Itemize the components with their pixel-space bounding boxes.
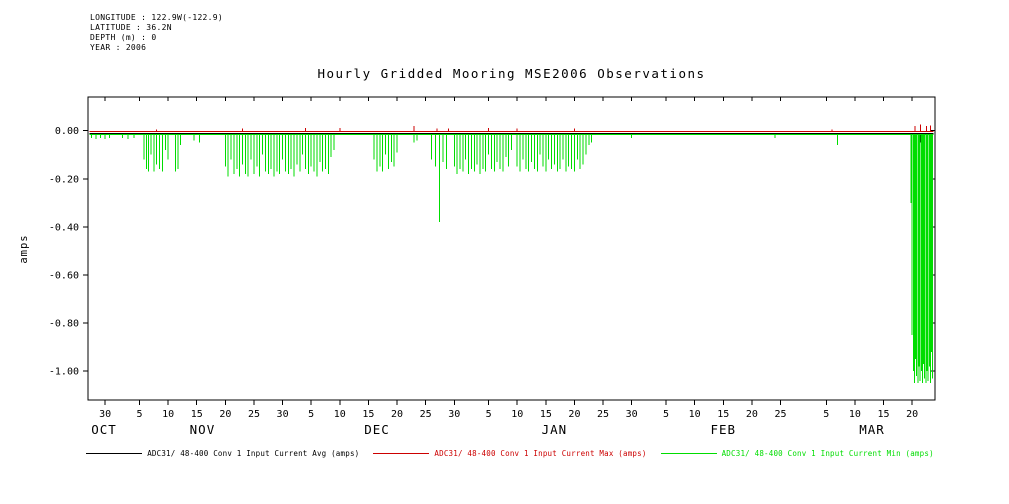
metadata-line: LATITUDE : 36.2N bbox=[90, 23, 172, 32]
x-tick-label: 25 bbox=[420, 409, 432, 420]
month-label: MAR bbox=[859, 422, 885, 437]
x-tick-label: 15 bbox=[362, 409, 374, 420]
chart-title: Hourly Gridded Mooring MSE2006 Observati… bbox=[317, 66, 706, 81]
legend-label: ADC31/ 48-400 Conv 1 Input Current Avg (… bbox=[147, 449, 360, 458]
x-tick-label: 20 bbox=[568, 409, 580, 420]
legend-label: ADC31/ 48-400 Conv 1 Input Current Min (… bbox=[721, 449, 934, 458]
x-tick-label: 10 bbox=[849, 409, 861, 420]
x-tick-label: 25 bbox=[248, 409, 260, 420]
x-tick-label: 5 bbox=[663, 409, 669, 420]
legend-line-sample bbox=[373, 453, 430, 454]
legend-item-max: ADC31/ 48-400 Conv 1 Input Current Max (… bbox=[373, 449, 646, 458]
metadata-line: YEAR : 2006 bbox=[90, 43, 147, 52]
month-label: JAN bbox=[542, 422, 568, 437]
legend-line-sample bbox=[660, 453, 717, 454]
x-tick-label: 20 bbox=[746, 409, 758, 420]
metadata-line: DEPTH (m) : 0 bbox=[90, 33, 157, 42]
x-tick-label: 5 bbox=[308, 409, 314, 420]
metadata-block: LONGITUDE : 122.9W(-122.9) LATITUDE : 36.… bbox=[90, 13, 223, 53]
y-tick-label: -0.40 bbox=[49, 222, 79, 233]
x-tick-label: 5 bbox=[136, 409, 142, 420]
y-tick-label: -0.60 bbox=[49, 270, 79, 281]
x-tick-label: 20 bbox=[906, 409, 918, 420]
x-tick-label: 30 bbox=[277, 409, 289, 420]
legend-line-sample bbox=[86, 453, 143, 454]
x-tick-label: 5 bbox=[823, 409, 829, 420]
month-label: OCT bbox=[91, 422, 117, 437]
x-tick-label: 10 bbox=[334, 409, 346, 420]
x-tick-label: 10 bbox=[162, 409, 174, 420]
x-tick-label: 5 bbox=[486, 409, 492, 420]
x-tick-label: 20 bbox=[391, 409, 403, 420]
x-tick-label: 15 bbox=[717, 409, 729, 420]
x-tick-label: 15 bbox=[191, 409, 203, 420]
legend-label: ADC31/ 48-400 Conv 1 Input Current Max (… bbox=[434, 449, 647, 458]
axes-frame bbox=[83, 96, 936, 405]
series-max bbox=[89, 124, 934, 133]
series-min bbox=[89, 134, 934, 384]
y-tick-label: 0.00 bbox=[55, 126, 79, 137]
legend-item-avg: ADC31/ 48-400 Conv 1 Input Current Avg (… bbox=[86, 449, 359, 458]
y-tick-label: -0.20 bbox=[49, 174, 79, 185]
x-tick-label: 25 bbox=[774, 409, 786, 420]
month-label: DEC bbox=[364, 422, 390, 437]
x-tick-label: 30 bbox=[99, 409, 111, 420]
x-tick-label: 20 bbox=[219, 409, 231, 420]
y-tick-label: -0.80 bbox=[49, 319, 79, 330]
y-tick-label: -1.00 bbox=[49, 367, 79, 378]
legend-item-min: ADC31/ 48-400 Conv 1 Input Current Min (… bbox=[660, 449, 934, 458]
month-label: NOV bbox=[190, 422, 216, 437]
axis-labels: 0.00 -0.20 -0.40 -0.60 -0.80 -1.00 30 5 10 15 20 25… bbox=[49, 126, 918, 437]
x-tick-label: 15 bbox=[877, 409, 889, 420]
metadata-line: LONGITUDE : 122.9W(-122.9) bbox=[90, 13, 224, 22]
x-tick-label: 10 bbox=[689, 409, 701, 420]
x-tick-label: 10 bbox=[511, 409, 523, 420]
x-tick-label: 25 bbox=[597, 409, 609, 420]
x-tick-label: 15 bbox=[540, 409, 552, 420]
x-tick-label: 30 bbox=[626, 409, 638, 420]
x-tick-label: 30 bbox=[448, 409, 460, 420]
month-label: FEB bbox=[710, 422, 736, 437]
legend: ADC31/ 48-400 Conv 1 Input Current Avg (… bbox=[60, 449, 960, 458]
